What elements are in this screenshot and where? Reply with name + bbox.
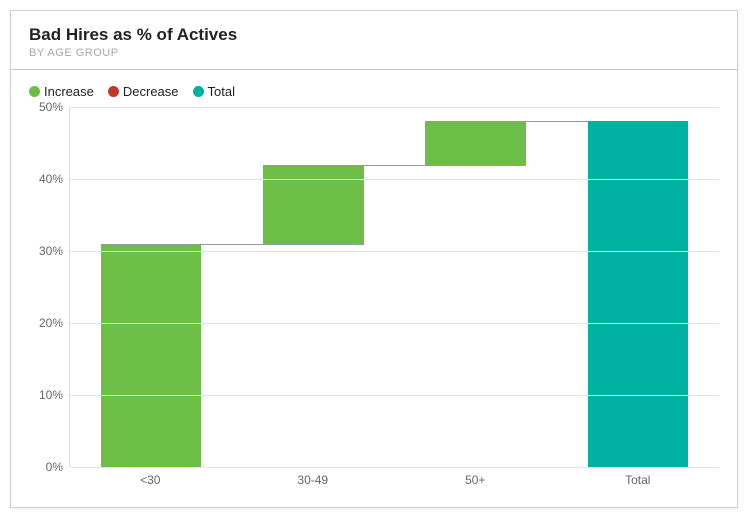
- x-tick-label: 30-49: [232, 467, 395, 493]
- legend-swatch: [193, 86, 204, 97]
- y-tick-label: 40%: [39, 172, 63, 186]
- legend-swatch: [108, 86, 119, 97]
- y-tick-label: 0%: [46, 460, 63, 474]
- y-tick-label: 30%: [39, 244, 63, 258]
- gridline: [70, 467, 719, 468]
- chart-subtitle: BY AGE GROUP: [29, 47, 719, 59]
- gridline: [70, 395, 719, 396]
- legend-label: Increase: [44, 84, 94, 99]
- y-axis: 0%10%20%30%40%50%: [29, 107, 69, 467]
- x-tick-label: 50+: [394, 467, 557, 493]
- gridline: [70, 323, 719, 324]
- x-tick-label: Total: [557, 467, 720, 493]
- legend-swatch: [29, 86, 40, 97]
- title-divider: [11, 69, 737, 70]
- chart-plot-area: 0%10%20%30%40%50%: [29, 107, 719, 467]
- legend-item: Decrease: [108, 84, 179, 99]
- bar: [588, 121, 689, 467]
- connector-line: [263, 165, 526, 166]
- legend-item: Increase: [29, 84, 94, 99]
- connector-line: [101, 244, 364, 245]
- bar: [101, 244, 202, 467]
- gridline: [70, 251, 719, 252]
- gridline: [70, 179, 719, 180]
- legend-label: Decrease: [123, 84, 179, 99]
- x-tick-label: <30: [69, 467, 232, 493]
- gridline: [70, 107, 719, 108]
- bar: [263, 165, 364, 244]
- chart-legend: Increase Decrease Total: [29, 84, 719, 99]
- legend-item: Total: [193, 84, 235, 99]
- bar-layer: [70, 107, 719, 467]
- y-tick-label: 50%: [39, 100, 63, 114]
- y-tick-label: 10%: [39, 388, 63, 402]
- chart-title: Bad Hires as % of Actives: [29, 25, 719, 45]
- plot-region: [69, 107, 719, 467]
- y-tick-label: 20%: [39, 316, 63, 330]
- legend-label: Total: [208, 84, 235, 99]
- x-axis: <3030-4950+Total: [69, 467, 719, 493]
- bar: [425, 121, 526, 164]
- chart-card: Bad Hires as % of Actives BY AGE GROUP I…: [10, 10, 738, 508]
